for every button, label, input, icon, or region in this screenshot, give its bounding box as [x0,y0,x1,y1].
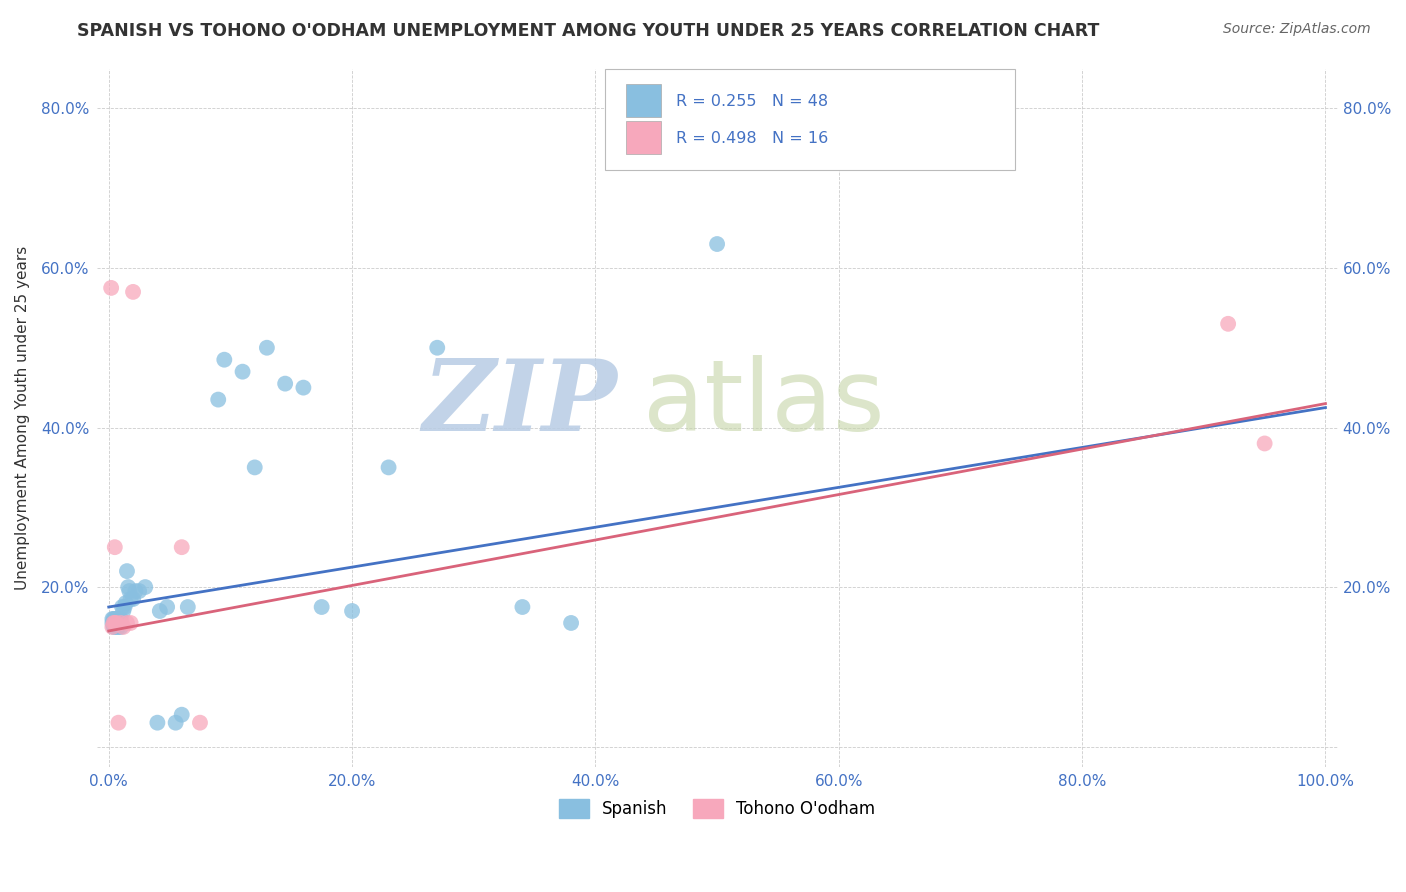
Point [105,615,128,630]
Point [114,600,136,615]
Point [107,715,129,730]
Point [105,615,128,630]
Point [134,580,156,594]
Point [105,615,128,630]
Legend: Spanish, Tohono O'odham: Spanish, Tohono O'odham [553,792,882,824]
Point [103,615,125,630]
FancyBboxPatch shape [627,84,661,118]
Point [207,392,229,407]
Point [122,592,145,607]
Point [256,341,278,355]
Point [149,604,172,618]
Text: SPANISH VS TOHONO O'ODHAM UNEMPLOYMENT AMONG YOUTH UNDER 25 YEARS CORRELATION CH: SPANISH VS TOHONO O'ODHAM UNEMPLOYMENT A… [77,22,1099,40]
Point [188,715,211,730]
Point [111,600,134,615]
Point [156,600,179,615]
Point [232,365,254,379]
Point [101,620,124,634]
Point [177,600,200,615]
Point [107,615,129,630]
Point [101,612,124,626]
Point [1253,436,1275,450]
Point [110,612,132,626]
Point [165,715,187,730]
Point [104,615,127,630]
Text: Source: ZipAtlas.com: Source: ZipAtlas.com [1223,22,1371,37]
Point [124,584,146,599]
Point [292,381,315,395]
Point [706,237,728,252]
Point [170,707,193,722]
Point [114,596,136,610]
Point [100,281,122,295]
Point [426,341,449,355]
Point [103,620,125,634]
Point [512,600,534,615]
Point [104,615,127,630]
Point [120,615,142,630]
Point [128,584,150,599]
Point [243,460,266,475]
FancyBboxPatch shape [606,69,1015,169]
Point [115,564,138,578]
Text: atlas: atlas [643,355,884,452]
Point [340,604,363,618]
Point [311,600,333,615]
Point [108,612,131,626]
Text: R = 0.498   N = 16: R = 0.498 N = 16 [676,131,828,145]
Point [105,612,128,626]
Point [104,612,127,626]
Text: ZIP: ZIP [423,355,617,452]
Point [112,620,135,634]
Point [117,580,139,594]
FancyBboxPatch shape [627,121,661,154]
Point [120,592,142,607]
Point [560,615,582,630]
Point [1216,317,1239,331]
Point [377,460,399,475]
Point [146,715,169,730]
Point [170,540,193,554]
Point [105,620,128,634]
Point [103,612,125,626]
Point [110,620,132,634]
Text: R = 0.255   N = 48: R = 0.255 N = 48 [676,94,828,109]
Point [118,584,141,599]
Point [214,352,236,367]
Point [112,604,135,618]
Point [122,285,145,299]
Point [274,376,297,391]
Point [110,615,132,630]
Point [104,540,127,554]
Y-axis label: Unemployment Among Youth under 25 years: Unemployment Among Youth under 25 years [15,245,30,590]
Point [101,615,124,630]
Point [104,620,127,634]
Point [107,620,129,634]
Point [115,615,138,630]
